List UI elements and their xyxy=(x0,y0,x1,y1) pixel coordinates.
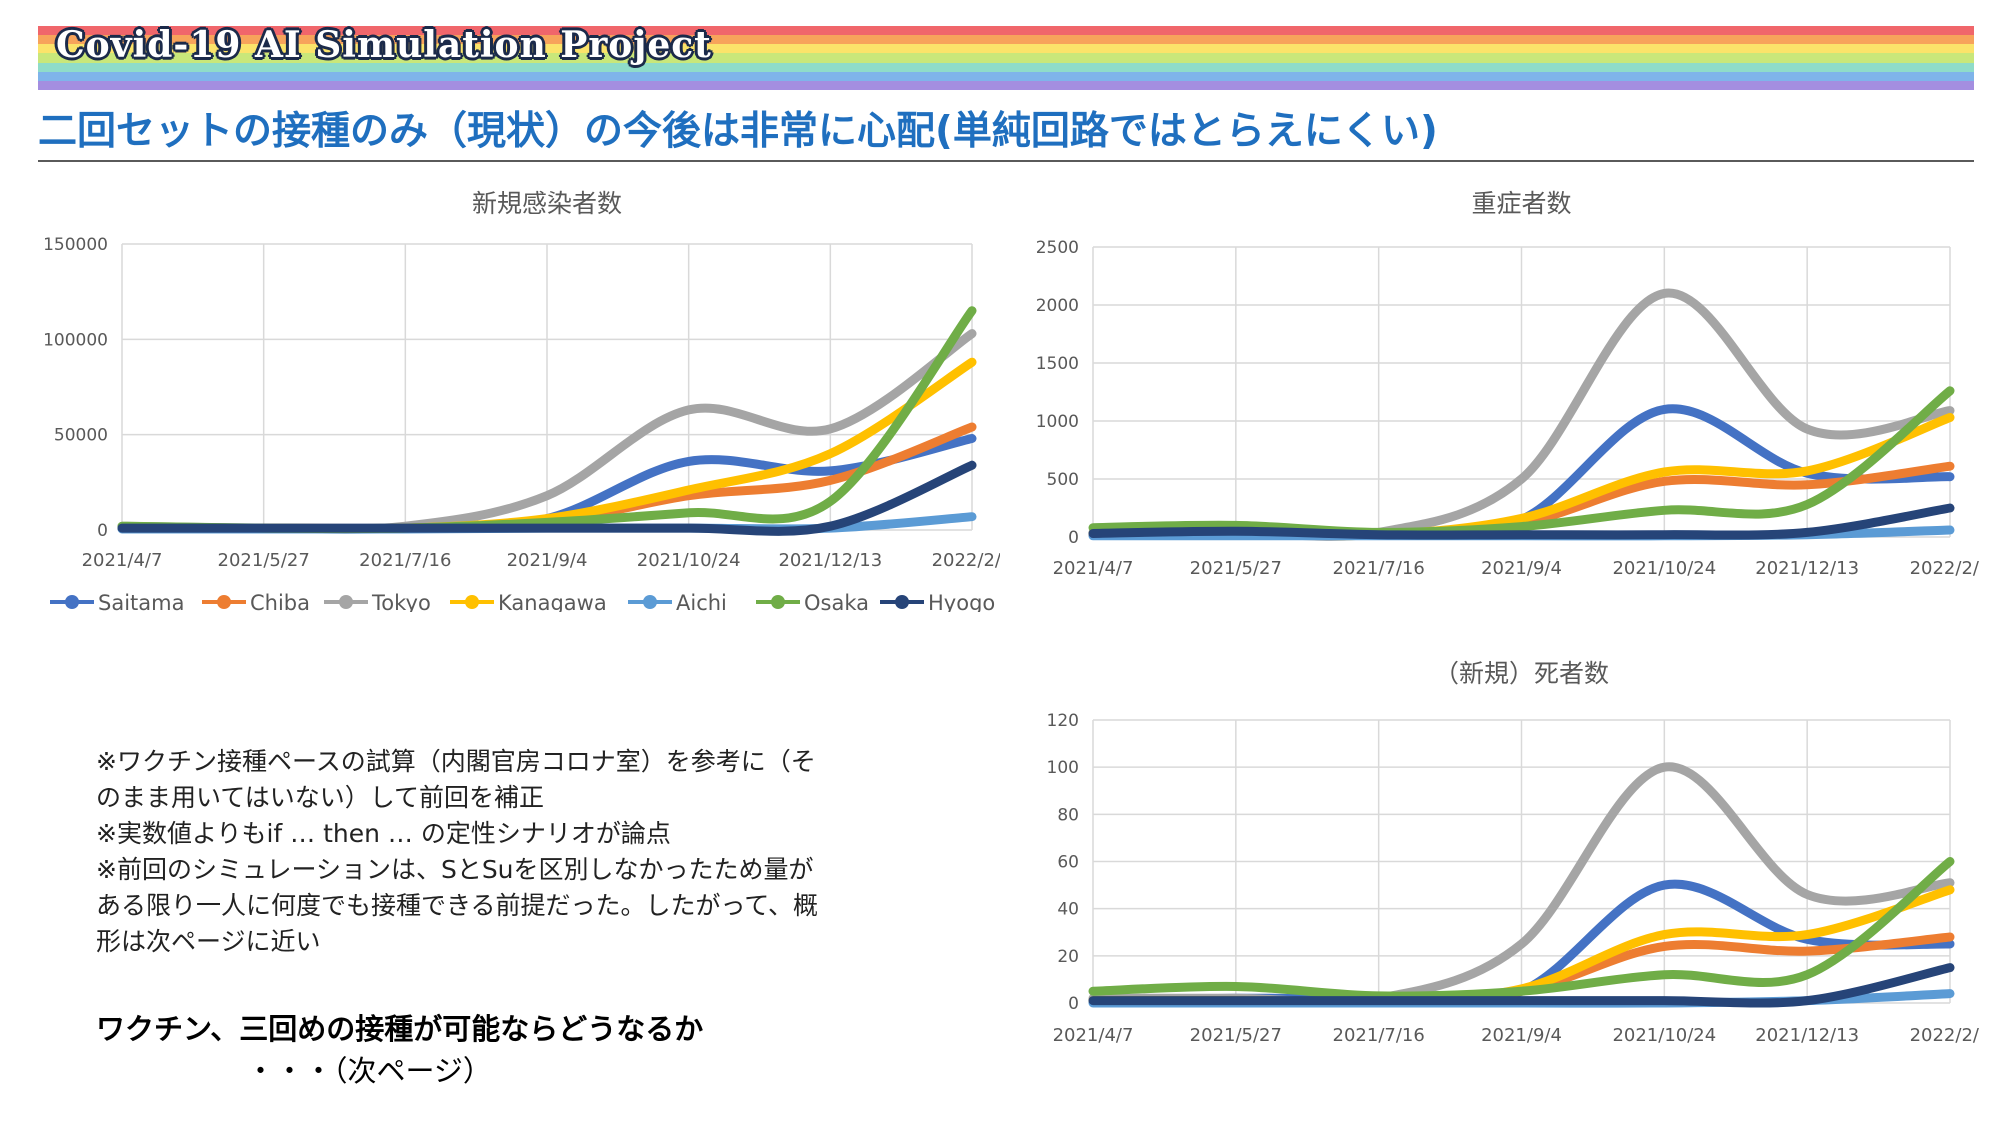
rainbow-banner: Covid-19 AI Simulation Project xyxy=(38,24,1974,90)
banner-stripe xyxy=(38,26,1974,35)
x-tick-label: 2021/4/7 xyxy=(1053,1025,1134,1046)
y-tick-100000: 100000 xyxy=(43,330,108,350)
series-line-osaka xyxy=(1088,386,1955,537)
x-tick-label: 2021/9/4 xyxy=(1481,558,1562,579)
legend-marker xyxy=(643,595,657,609)
legend-marker xyxy=(339,595,353,609)
page-heading: 二回セットの接種のみ（現状）の今後は非常に心配(単純回路ではとらえにくい) xyxy=(38,109,1438,154)
note-line: ※前回のシミュレーションは、SとSuを区別しなかったため量が xyxy=(96,855,814,884)
legend-marker xyxy=(217,595,231,609)
y-tick-0: 0 xyxy=(1068,528,1079,548)
banner-stripe xyxy=(38,63,1974,72)
series-line-hyogo xyxy=(117,460,977,536)
legend-marker xyxy=(771,595,785,609)
y-tick-60: 60 xyxy=(1057,853,1079,873)
notes-block: ※ワクチン接種ペースの試算（内閣官房コロナ室）を参考に（そ のまま用いてはいない… xyxy=(96,744,956,960)
note-line: ※実数値よりもif … then … の定性シナリオが論点 xyxy=(96,819,671,848)
legend-label-kanagawa: Kanagawa xyxy=(498,591,607,612)
x-tick-label: 2021/5/27 xyxy=(1190,1025,1282,1046)
banner-stripe xyxy=(38,72,1974,81)
banner-stripe xyxy=(38,35,1974,44)
x-tick-label: 2022/2/1 xyxy=(1910,1025,1980,1046)
note-line: のまま用いてはいない）して前回を補正 xyxy=(96,783,545,812)
legend-marker xyxy=(895,595,909,609)
legend-label-aichi: Aichi xyxy=(676,591,727,612)
banner-stripe xyxy=(38,44,1974,53)
x-tick-label: 2021/12/13 xyxy=(1755,1025,1859,1046)
x-tick-label: 2021/5/27 xyxy=(1190,558,1282,579)
y-tick-2000: 2000 xyxy=(1036,296,1079,316)
y-tick-0: 0 xyxy=(97,521,108,541)
x-tick-label: 2021/4/7 xyxy=(1053,558,1134,579)
note-line: ※ワクチン接種ペースの試算（内閣官房コロナ室）を参考に（そ xyxy=(96,747,816,776)
new-cases-chart: 新規感染者数 0 50000 100000 150000 2021/4/7 2021/5/2… xyxy=(43,189,1000,612)
x-tick-label: 2021/7/16 xyxy=(1333,1025,1425,1046)
question-text: ワクチン、三回めの接種が可能ならどうなるか xyxy=(96,1012,704,1046)
y-tick-500: 500 xyxy=(1047,470,1079,490)
legend-marker xyxy=(65,595,79,609)
x-tick-label: 2021/10/24 xyxy=(637,550,741,571)
legend-label-saitama: Saitama xyxy=(98,591,184,612)
project-title: Covid-19 AI Simulation Project xyxy=(56,24,712,66)
y-tick-80: 80 xyxy=(1057,805,1079,825)
y-tick-120: 120 xyxy=(1047,711,1079,731)
chart-title: （新規）死者数 xyxy=(1434,659,1609,688)
y-tick-0: 0 xyxy=(1068,994,1079,1014)
y-tick-50000: 50000 xyxy=(54,426,108,446)
legend-marker xyxy=(465,595,479,609)
y-tick-150000: 150000 xyxy=(43,235,108,255)
x-tick-label: 2021/12/13 xyxy=(1755,558,1859,579)
next-page-text: ・・・（次ページ） xyxy=(246,1054,492,1088)
x-tick-label: 2022/2/1 xyxy=(1910,558,1980,579)
note-line: ある限り一人に何度でも接種できる前提だった。したがって、概 xyxy=(96,891,819,920)
x-tick-label: 2022/2/1 xyxy=(932,550,1000,571)
banner-stripe xyxy=(38,81,1974,90)
series-line-osaka xyxy=(1088,857,1955,1001)
y-tick-2500: 2500 xyxy=(1036,238,1079,258)
legend-label-tokyo: Tokyo xyxy=(371,591,431,612)
x-tick-label: 2021/5/27 xyxy=(218,550,310,571)
y-tick-1000: 1000 xyxy=(1036,412,1079,432)
severe-cases-chart: 重症者数 0 500 1000 1500 2000 2500 2021/4/7 2021/5/2… xyxy=(1036,189,1980,579)
legend-label-osaka: Osaka xyxy=(804,591,869,612)
y-tick-1500: 1500 xyxy=(1036,354,1079,374)
legend-label-hyogo: Hyogo xyxy=(928,591,995,612)
x-tick-label: 2021/10/24 xyxy=(1612,558,1716,579)
x-tick-label: 2021/9/4 xyxy=(1481,1025,1562,1046)
y-tick-100: 100 xyxy=(1047,758,1079,778)
x-tick-label: 2021/9/4 xyxy=(507,550,588,571)
x-tick-label: 2021/7/16 xyxy=(359,550,451,571)
series-line-hyogo xyxy=(1088,503,1955,540)
x-tick-label: 2021/12/13 xyxy=(778,550,882,571)
chart-title: 重症者数 xyxy=(1471,189,1571,218)
banner-stripe xyxy=(38,53,1974,63)
x-tick-label: 2021/10/24 xyxy=(1612,1025,1716,1046)
x-tick-label: 2021/4/7 xyxy=(82,550,163,571)
y-tick-20: 20 xyxy=(1057,947,1079,967)
chart-title: 新規感染者数 xyxy=(472,189,622,218)
y-tick-40: 40 xyxy=(1057,900,1079,920)
note-line: 形は次ページに近い xyxy=(96,927,321,956)
deaths-chart: （新規）死者数 0 20 40 60 80 100 120 2021/4/7 2021/5/27 2… xyxy=(1047,659,1980,1046)
x-tick-label: 2021/7/16 xyxy=(1333,558,1425,579)
series-line-hyogo xyxy=(1088,963,1955,1008)
legend-label-chiba: Chiba xyxy=(250,591,310,612)
heading-divider xyxy=(38,160,1974,162)
